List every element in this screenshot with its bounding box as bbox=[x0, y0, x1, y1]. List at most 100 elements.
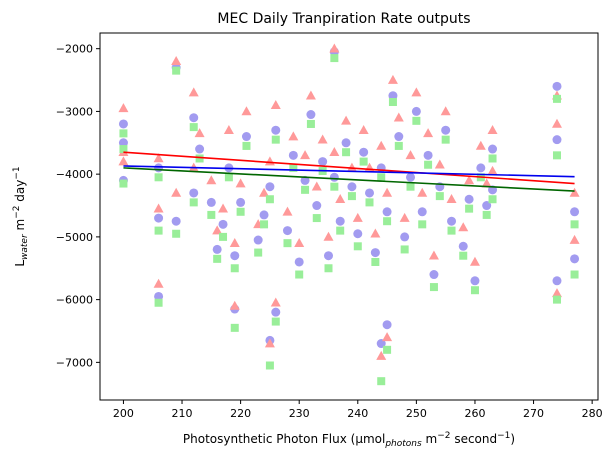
scatter-point-square bbox=[371, 257, 380, 266]
y-label-mid: m bbox=[13, 219, 27, 235]
scatter-point-triangle bbox=[153, 153, 164, 163]
scatter-point-triangle bbox=[446, 194, 457, 204]
scatter-point-square bbox=[441, 135, 450, 144]
scatter-point-triangle bbox=[229, 300, 240, 310]
x-label-pre: Photosynthetic Photon Flux (µmol bbox=[183, 432, 385, 446]
scatter-point-triangle bbox=[393, 112, 404, 122]
scatter-point-triangle bbox=[417, 187, 428, 197]
scatter-point-square bbox=[324, 264, 333, 273]
scatter-point-triangle bbox=[270, 99, 281, 109]
scatter-point-circle bbox=[552, 135, 562, 145]
scatter-point-circle bbox=[118, 119, 128, 129]
scatter-point-square bbox=[283, 239, 292, 248]
scatter-point-square bbox=[347, 192, 356, 201]
scatter-point-triangle bbox=[323, 231, 334, 241]
scatter-point-circle bbox=[271, 125, 281, 135]
scatter-point-square bbox=[265, 361, 274, 370]
scatter-point-square bbox=[447, 226, 456, 235]
scatter-point-circle bbox=[288, 150, 298, 160]
scatter-point-triangle bbox=[118, 103, 129, 113]
scatter-point-circle bbox=[206, 197, 216, 207]
scatter-point-square bbox=[459, 251, 468, 260]
scatter-point-triangle bbox=[153, 203, 164, 213]
scatter-point-square bbox=[207, 210, 216, 219]
scatter-point-triangle bbox=[206, 175, 217, 185]
scatter-point-circle bbox=[265, 182, 275, 192]
scatter-point-square bbox=[412, 116, 421, 125]
scatter-point-circle bbox=[394, 132, 404, 142]
scatter-point-square bbox=[377, 377, 386, 386]
scatter-point-triangle bbox=[434, 159, 445, 169]
x-tick-label: 270 bbox=[523, 407, 544, 420]
scatter-point-square bbox=[312, 214, 321, 223]
scatter-point-square bbox=[336, 226, 345, 235]
scatter-point-circle bbox=[189, 188, 199, 198]
scatter-point-square bbox=[195, 154, 204, 163]
scatter-point-triangle bbox=[387, 74, 398, 84]
scatter-point-square bbox=[119, 145, 128, 154]
plot-frame bbox=[99, 32, 599, 401]
x-tick-label: 230 bbox=[289, 407, 310, 420]
scatter-point-triangle bbox=[335, 194, 346, 204]
x-label-close: ) bbox=[510, 432, 515, 446]
scatter-point-triangle bbox=[376, 350, 387, 360]
scatter-point-circle bbox=[236, 197, 246, 207]
scatter-point-triangle bbox=[317, 134, 328, 144]
plot-area bbox=[118, 43, 580, 386]
scatter-point-triangle bbox=[346, 162, 357, 172]
scatter-point-square bbox=[172, 66, 181, 75]
scatter-point-circle bbox=[464, 194, 474, 204]
scatter-point-square bbox=[435, 192, 444, 201]
scatter-point-square bbox=[271, 317, 280, 326]
x-label-post: second bbox=[451, 432, 498, 446]
scatter-point-square bbox=[330, 54, 339, 63]
chart-title: MEC Daily Tranpiration Rate outputs bbox=[217, 11, 470, 27]
scatter-point-square bbox=[383, 217, 392, 226]
y-label-sub: water bbox=[20, 233, 30, 260]
scatter-point-triangle bbox=[264, 338, 275, 348]
scatter-point-square bbox=[488, 154, 497, 163]
scatter-point-triangle bbox=[382, 332, 393, 342]
scatter-point-triangle bbox=[551, 288, 562, 298]
scatter-point-circle bbox=[154, 163, 164, 173]
scatter-point-square bbox=[388, 98, 397, 107]
scatter-point-square bbox=[418, 220, 427, 229]
scatter-point-triangle bbox=[358, 125, 369, 135]
scatter-point-circle bbox=[118, 138, 128, 148]
scatter-point-square bbox=[154, 173, 163, 182]
x-tick-label: 250 bbox=[406, 407, 427, 420]
scatter-point-triangle bbox=[282, 206, 293, 216]
scatter-point-circle bbox=[323, 251, 333, 261]
y-tick-label: −2000 bbox=[56, 43, 93, 56]
scatter-point-square bbox=[306, 119, 315, 128]
scatter-point-triangle bbox=[288, 131, 299, 141]
scatter-point-square bbox=[400, 245, 409, 254]
scatter-point-square bbox=[230, 323, 239, 332]
y-label-sup2: −1 bbox=[12, 166, 22, 179]
scatter-point-circle bbox=[365, 188, 375, 198]
scatter-point-circle bbox=[218, 219, 228, 229]
scatter-point-square bbox=[271, 135, 280, 144]
scatter-point-triangle bbox=[569, 234, 580, 244]
scatter-point-triangle bbox=[171, 56, 182, 66]
x-label-sub: photons bbox=[384, 439, 422, 449]
scatter-point-triangle bbox=[481, 178, 492, 188]
scatter-point-circle bbox=[312, 201, 322, 211]
scatter-point-square bbox=[429, 283, 438, 292]
x-tick-label: 210 bbox=[172, 407, 193, 420]
y-axis-label: Lwater m−2 day−1 bbox=[12, 166, 30, 266]
scatter-point-circle bbox=[259, 210, 269, 220]
scatter-point-square bbox=[289, 163, 298, 172]
scatter-point-circle bbox=[359, 147, 369, 157]
scatter-point-circle bbox=[476, 163, 486, 173]
scatter-point-square bbox=[119, 129, 128, 138]
x-tick-label: 240 bbox=[347, 407, 368, 420]
scatter-point-square bbox=[570, 270, 579, 279]
scatter-point-square bbox=[552, 295, 561, 304]
scatter-point-triangle bbox=[370, 228, 381, 238]
scatter-point-circle bbox=[253, 235, 263, 245]
trend-line bbox=[123, 167, 575, 192]
trend-line bbox=[123, 151, 575, 185]
scatter-point-square bbox=[482, 210, 491, 219]
